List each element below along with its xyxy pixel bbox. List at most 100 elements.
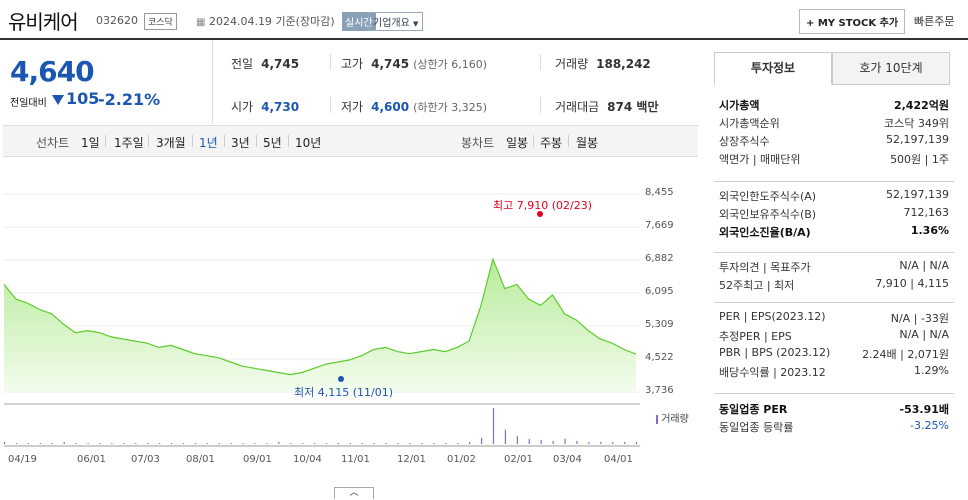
quote-volume-label: 거래량 <box>555 57 589 71</box>
info-row: PER | EPS(2023.12) N/A | -33원 <box>719 310 949 326</box>
chevron-up-icon: ︿ <box>349 488 359 498</box>
volume-bar <box>302 442 304 444</box>
period-3y[interactable]: 3년 <box>231 136 250 150</box>
info-value: N/A | -33원 <box>890 312 949 325</box>
period-5y[interactable]: 5년 <box>263 136 282 150</box>
quote-low-value: 4,600 <box>371 100 410 114</box>
info-row: 시가총액순위 코스닥 349위 <box>719 115 949 131</box>
section-divider <box>714 302 954 303</box>
divider <box>330 97 331 113</box>
price-line <box>3 257 637 376</box>
info-label: 시가총액 <box>719 99 760 112</box>
line-chart-label: 선차트 <box>36 136 70 150</box>
volume-bar <box>457 442 459 444</box>
company-name: 유비케어 <box>8 10 79 34</box>
x-tick-label: 04/01 <box>604 454 633 465</box>
volume-bar <box>612 441 614 444</box>
period-3m[interactable]: 3개월 <box>156 136 186 150</box>
info-value: 52,197,139 <box>886 188 949 201</box>
price-chart <box>3 193 640 447</box>
volume-bar <box>469 441 471 444</box>
info-label: 투자의견 | 목표주가 <box>719 261 811 274</box>
high-annotation: 최고 7,910 (02/23) <box>493 199 593 212</box>
volume-bar <box>75 442 77 444</box>
volume-bar <box>99 442 101 444</box>
quote-amount-label: 거래대금 <box>555 100 600 114</box>
chevron-down-icon: ▼ <box>413 20 419 28</box>
volume-bar <box>51 442 53 444</box>
period-1d[interactable]: 1일 <box>81 136 100 150</box>
candle-daily[interactable]: 일봉 <box>506 136 529 150</box>
divider <box>330 54 331 70</box>
y-tick-label: 8,455 <box>645 187 674 198</box>
info-row: 동일업종 PER -53.91배 <box>719 401 949 417</box>
info-label: PBR | BPS (2023.12) <box>719 346 831 359</box>
down-arrow-icon <box>52 95 64 105</box>
divider <box>105 135 106 147</box>
volume-bar <box>111 442 113 444</box>
info-row: PBR | BPS (2023.12) 2.24배 | 2,071원 <box>719 346 949 362</box>
y-tick-label: 6,095 <box>645 286 674 297</box>
candle-weekly[interactable]: 주봉 <box>540 136 563 150</box>
info-row: 52주최고 | 최저 7,910 | 4,115 <box>719 277 949 293</box>
volume-bar <box>361 442 363 444</box>
candle-monthly[interactable]: 월봉 <box>576 136 599 150</box>
lower-limit: (하한가 3,325) <box>413 101 487 114</box>
info-label: 상장주식수 <box>719 135 770 148</box>
volume-bar <box>254 442 256 444</box>
collapse-chart-button[interactable]: ︿ <box>334 487 374 499</box>
x-tick-label: 11/01 <box>341 454 370 465</box>
info-label: 외국인보유주식수(B) <box>719 208 817 221</box>
info-label: 52주최고 | 최저 <box>719 279 795 292</box>
quote-open-value: 4,730 <box>261 100 300 114</box>
volume-bar <box>39 442 41 444</box>
quote-open: 시가 4,730 <box>231 98 299 115</box>
y-tick-label: 5,309 <box>645 319 674 330</box>
quote-prev-label: 전일 <box>231 57 254 71</box>
quote-high-label: 고가 <box>341 57 364 71</box>
quote-high-value: 4,745 <box>371 57 410 71</box>
period-1w[interactable]: 1주일 <box>114 136 144 150</box>
low-annotation: 최저 4,115 (11/01) <box>294 386 394 399</box>
section-divider <box>714 393 954 394</box>
tab-invest-info[interactable]: 투자정보 <box>714 52 832 85</box>
info-label: 외국인소진율(B/A) <box>719 226 811 239</box>
info-label: 외국인한도주식수(A) <box>719 190 817 203</box>
info-value: 52,197,139 <box>886 133 949 146</box>
info-label: 시가총액순위 <box>719 117 780 130</box>
change-percent: -2.21% <box>98 90 161 109</box>
quick-order-link[interactable]: 빠른주문 <box>914 15 955 28</box>
volume-bar <box>194 442 196 444</box>
corp-info-dropdown[interactable]: 기업개요 ▼ <box>368 12 424 31</box>
corp-info-label: 기업개요 <box>373 18 410 29</box>
x-tick-label: 01/02 <box>447 454 476 465</box>
y-tick-label: 7,669 <box>645 220 674 231</box>
info-row: 배당수익률 | 2023.12 1.29% <box>719 364 949 380</box>
y-tick-label: 3,736 <box>645 385 674 396</box>
info-value: 2,422억원 <box>893 99 949 112</box>
info-row: 동일업종 등락률 -3.25% <box>719 419 949 435</box>
section-divider <box>714 252 954 253</box>
volume-legend-label: 거래량 <box>661 414 689 425</box>
quote-volume: 거래량 188,242 <box>555 55 651 72</box>
info-value: 1.29% <box>914 364 949 377</box>
price-area-fill <box>4 259 636 392</box>
tab-order-book[interactable]: 호가 10단계 <box>832 52 950 85</box>
volume-bar <box>516 435 518 444</box>
x-tick-label: 09/01 <box>243 454 272 465</box>
info-label: 추정PER | EPS <box>719 330 792 343</box>
info-row: 추정PER | EPS N/A | N/A <box>719 328 949 344</box>
period-10y[interactable]: 10년 <box>295 136 322 150</box>
info-label: 동일업종 등락률 <box>719 421 794 434</box>
info-label: 액면가 | 매매단위 <box>719 153 801 166</box>
info-row: 외국인한도주식수(A) 52,197,139 <box>719 188 949 204</box>
info-label: PER | EPS(2023.12) <box>719 310 826 323</box>
my-stock-add-button[interactable]: + MY STOCK 추가 <box>799 9 906 34</box>
quote-basis: 기준(장마감) <box>275 15 335 28</box>
volume-bar <box>624 441 626 444</box>
volume-bar <box>159 442 161 444</box>
realtime-button[interactable]: 실시간 <box>342 12 376 31</box>
upper-limit: (상한가 6,160) <box>413 58 487 71</box>
period-1y[interactable]: 1년 <box>199 136 218 150</box>
price-box <box>3 40 213 124</box>
